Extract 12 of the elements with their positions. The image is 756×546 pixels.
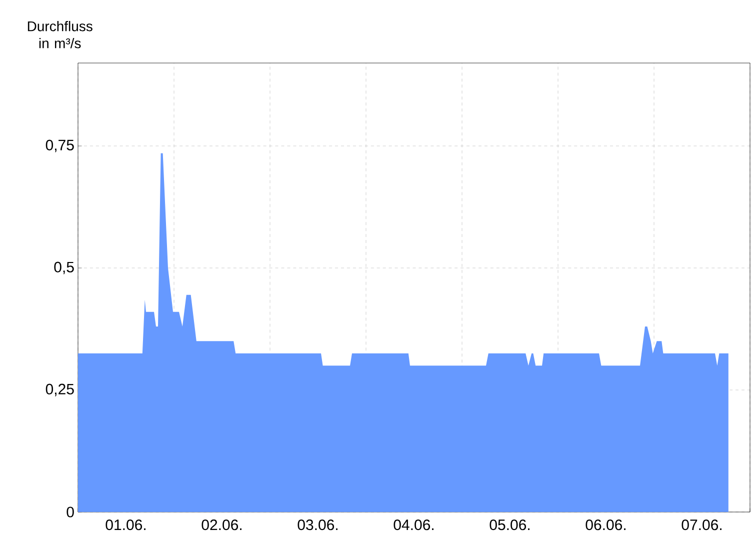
x-tick-label: 07.06. bbox=[682, 520, 722, 530]
x-tick-label: 04.06. bbox=[394, 520, 434, 530]
y-axis-title: Durchfluss in m³/s bbox=[28, 20, 92, 48]
y-tick-label: 0 bbox=[66, 506, 74, 518]
x-tick-label: 03.06. bbox=[298, 520, 338, 530]
x-tick-label: 02.06. bbox=[202, 520, 242, 530]
y-tick-label: 0,5 bbox=[54, 262, 74, 274]
y-tick-label: 0,25 bbox=[46, 384, 74, 396]
x-tick-label: 05.06. bbox=[490, 520, 530, 530]
x-tick-label: 01.06. bbox=[106, 520, 146, 530]
y-tick-label: 0,75 bbox=[46, 140, 74, 152]
x-tick-label: 06.06. bbox=[586, 520, 626, 530]
